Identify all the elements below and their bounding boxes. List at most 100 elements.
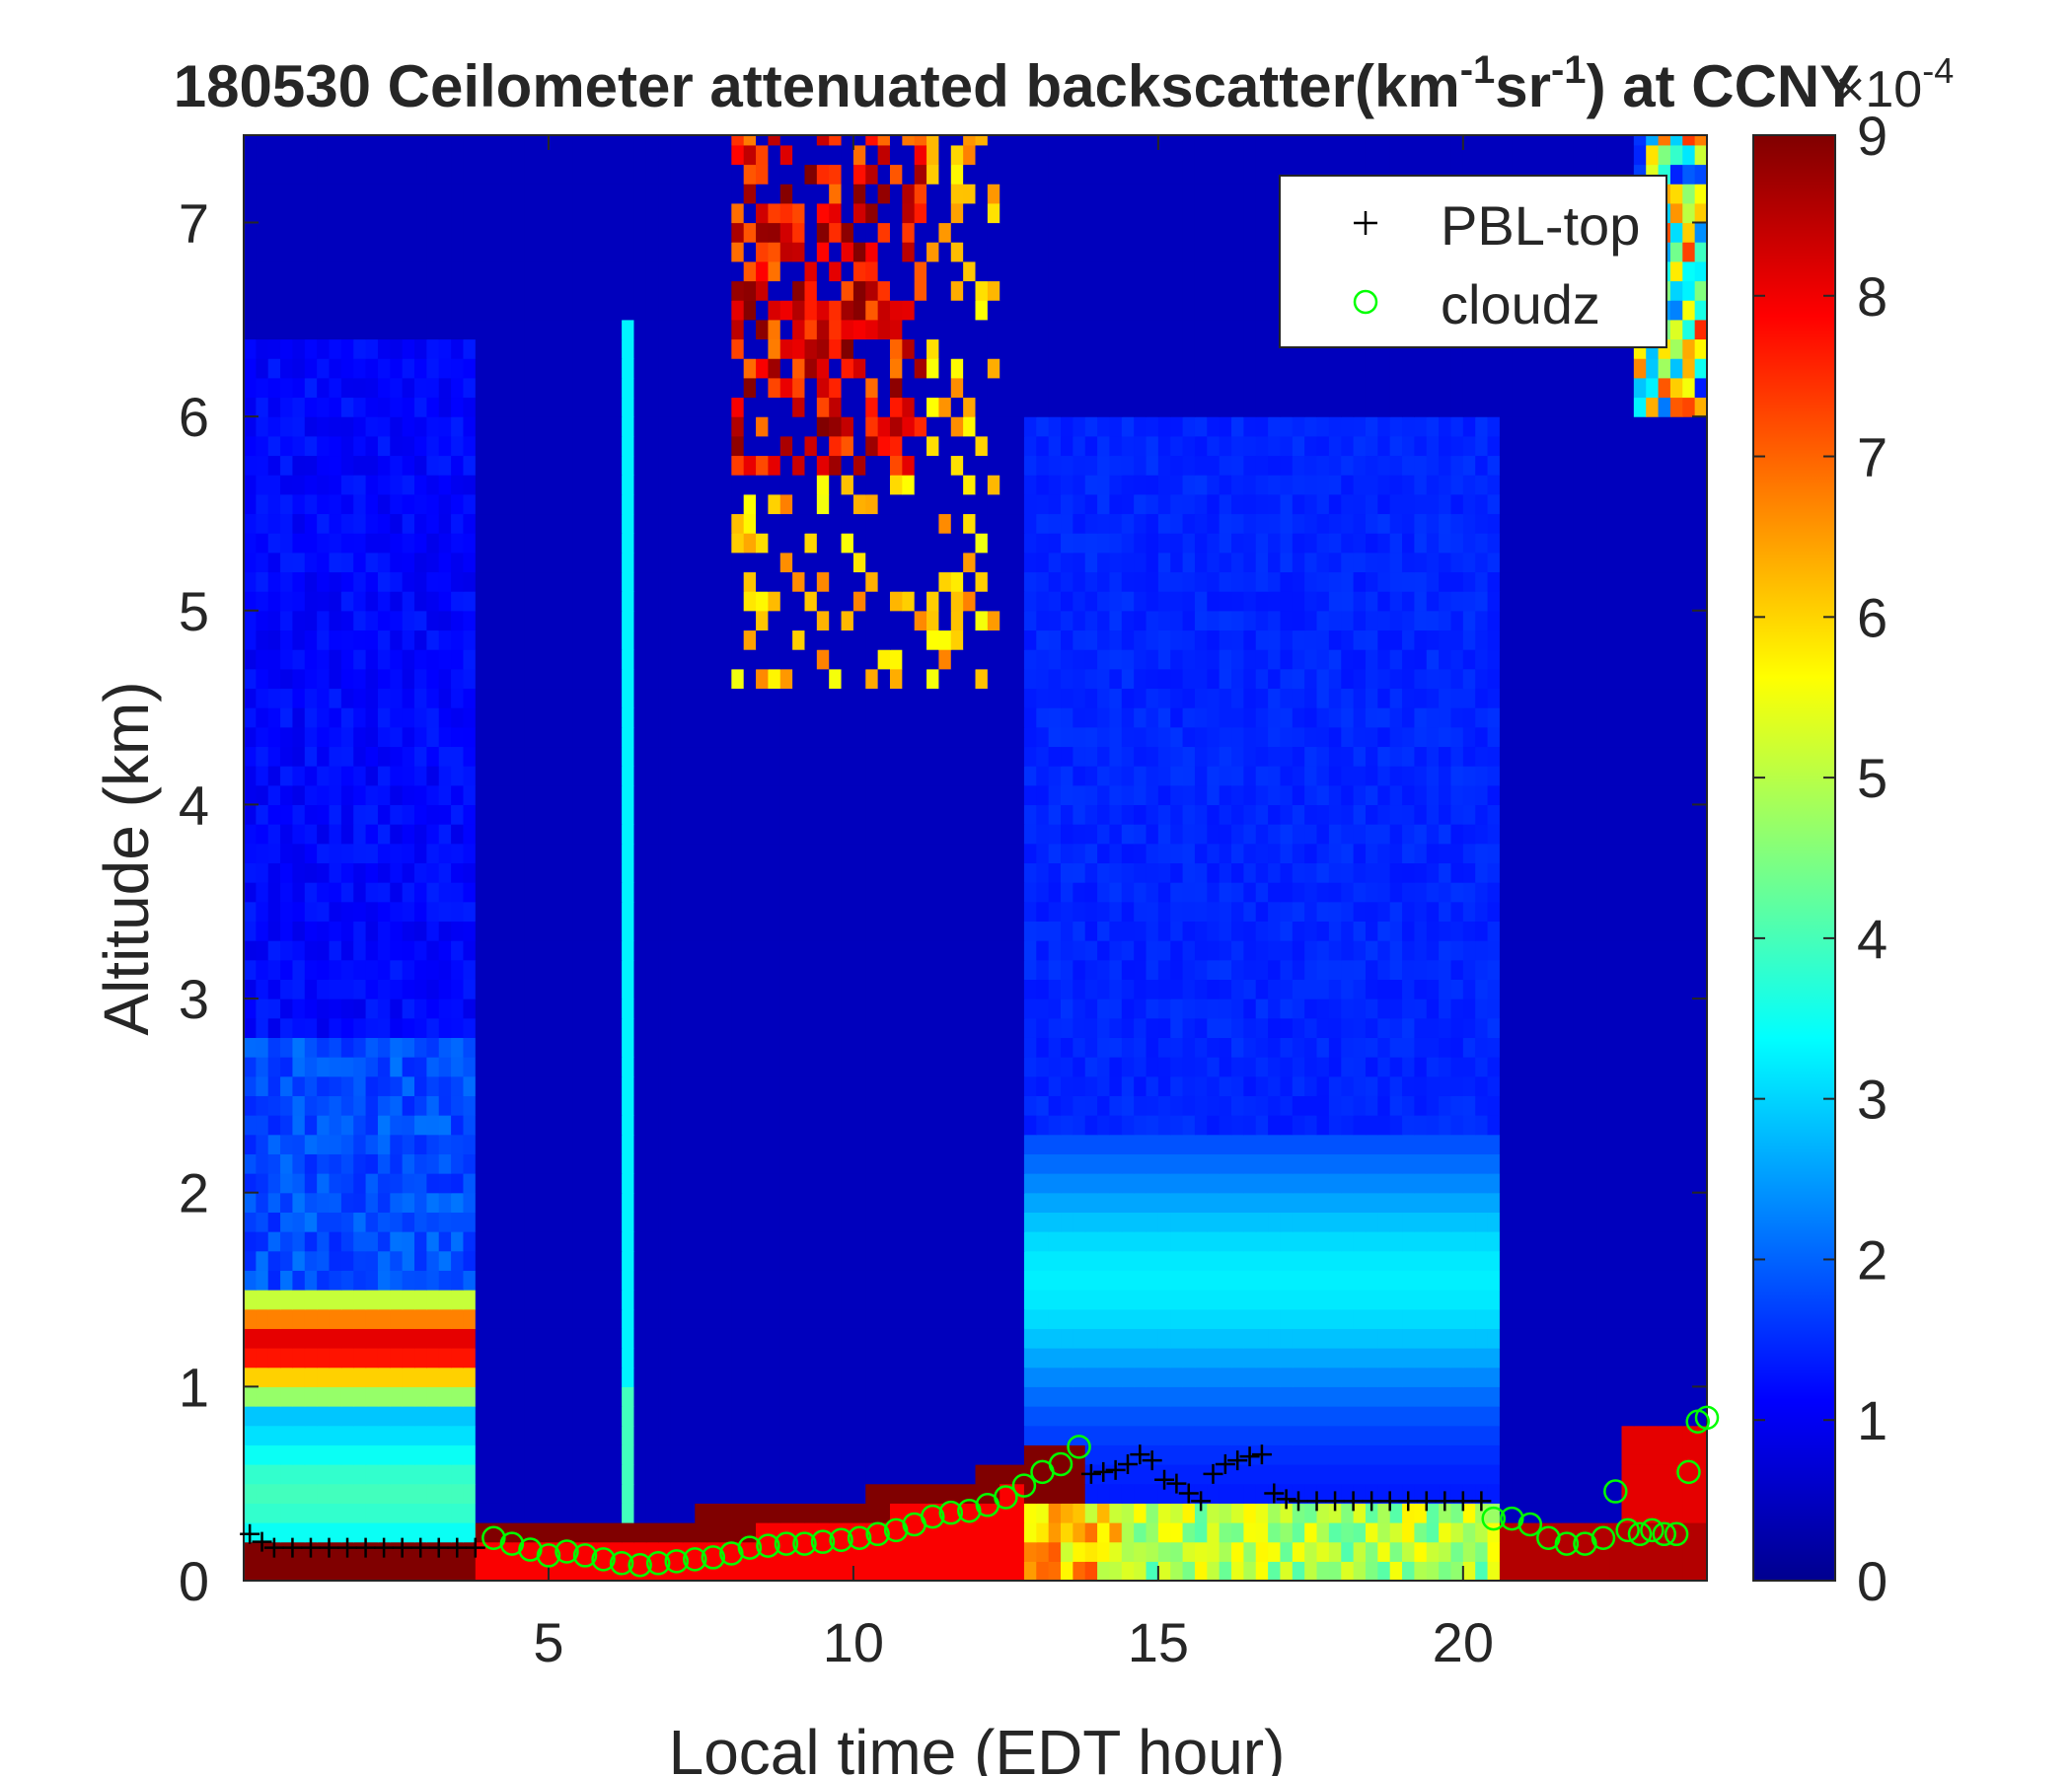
heatmap-cell (451, 921, 465, 941)
heatmap-cell (1596, 1386, 1610, 1407)
heatmap-cell (938, 824, 952, 845)
heatmap-cell (1036, 959, 1050, 980)
heatmap-cell (1560, 1173, 1574, 1194)
heatmap-cell (756, 824, 770, 845)
heatmap-cell (792, 959, 806, 980)
heatmap-cell (695, 999, 708, 1019)
heatmap-cell (340, 959, 354, 980)
heatmap-cell (1658, 1290, 1671, 1310)
heatmap-cell (658, 1503, 672, 1523)
heatmap-cell (792, 1095, 806, 1116)
heatmap-cell (865, 804, 879, 825)
heatmap-cell (975, 1037, 989, 1058)
heatmap-cell (950, 1075, 964, 1096)
heatmap-cell (1450, 1522, 1464, 1543)
heatmap-cell (487, 1308, 501, 1329)
heatmap-cell (706, 1348, 720, 1369)
heatmap-cell (463, 1173, 477, 1194)
heatmap-cell (499, 1444, 513, 1465)
heatmap-cell (340, 1308, 354, 1329)
heatmap-cell (1121, 1115, 1135, 1136)
heatmap-cell (1157, 1541, 1171, 1562)
heatmap-cell (1365, 843, 1378, 864)
heatmap-cell (609, 1017, 623, 1038)
heatmap-cell (1341, 921, 1355, 941)
heatmap-cell (1219, 1075, 1232, 1096)
heatmap-cell (1353, 1290, 1367, 1310)
heatmap-cell (1475, 1386, 1489, 1407)
heatmap-cell (1353, 1348, 1367, 1369)
heatmap-cell (975, 1212, 989, 1232)
heatmap-cell (597, 940, 611, 961)
heatmap-cell (609, 959, 623, 980)
heatmap-cell (1328, 1503, 1342, 1523)
heatmap-cell (1475, 1308, 1489, 1329)
heatmap-cell (536, 1115, 550, 1136)
heatmap-cell (1450, 921, 1464, 941)
heatmap-cell (1328, 979, 1342, 999)
heatmap-cell (585, 999, 598, 1019)
heatmap-cell (804, 1075, 818, 1096)
heatmap-cell (1341, 1250, 1355, 1271)
heatmap-cell (1048, 824, 1062, 845)
heatmap-cell (511, 1367, 525, 1387)
heatmap-cell (1377, 959, 1391, 980)
heatmap-cell (1061, 1308, 1073, 1329)
heatmap-cell (340, 999, 354, 1019)
heatmap-cell (1280, 1037, 1294, 1058)
heatmap-cell (1646, 940, 1660, 961)
heatmap-cell (1560, 1115, 1574, 1136)
heatmap-cell (804, 1483, 818, 1504)
heatmap-cell (1669, 1231, 1683, 1252)
heatmap-cell (1609, 921, 1623, 941)
heatmap-cell (1146, 1522, 1159, 1543)
heatmap-cell (1328, 1541, 1342, 1562)
heatmap-cell (963, 1017, 977, 1038)
heatmap-cell (1097, 882, 1111, 903)
heatmap-cell (670, 1503, 684, 1523)
heatmap-cell (852, 1231, 866, 1252)
heatmap-cell (1268, 1057, 1282, 1077)
heatmap-cell (1268, 824, 1282, 845)
heatmap-cell (731, 804, 745, 825)
heatmap-cell (402, 1270, 415, 1291)
heatmap-cell (768, 1270, 781, 1291)
heatmap-cell (1219, 1290, 1232, 1310)
heatmap-cell (1609, 1348, 1623, 1369)
heatmap-cell (829, 882, 843, 903)
heatmap-cell (1439, 1386, 1452, 1407)
heatmap-cell (1146, 784, 1159, 806)
heatmap-cell (865, 882, 879, 903)
heatmap-cell (1475, 999, 1489, 1019)
heatmap-cell (963, 862, 977, 883)
heatmap-cell (340, 1367, 354, 1387)
heatmap-cell (1414, 824, 1428, 845)
heatmap-cell (1353, 1250, 1367, 1271)
heatmap-cell (463, 1134, 477, 1154)
heatmap-cell (1669, 1017, 1683, 1038)
heatmap-cell (414, 1270, 427, 1291)
heatmap-cell (1341, 940, 1355, 961)
heatmap-cell (609, 1464, 623, 1485)
heatmap-cell (597, 1503, 611, 1523)
heatmap-cell (756, 882, 770, 903)
heatmap-cell (841, 1425, 854, 1445)
heatmap-cell (889, 1153, 903, 1174)
heatmap-cell (1512, 1348, 1525, 1369)
heatmap-cell (1646, 843, 1660, 864)
heatmap-cell (1439, 1037, 1452, 1058)
heatmap-cell (340, 843, 354, 864)
heatmap-cell (1377, 862, 1391, 883)
heatmap-cell (816, 1367, 830, 1387)
heatmap-cell (950, 1115, 964, 1136)
heatmap-cell (658, 1057, 672, 1077)
heatmap-cell (487, 1522, 501, 1543)
heatmap-cell (1402, 1250, 1415, 1271)
heatmap-cell (499, 921, 513, 941)
heatmap-cell (841, 1192, 854, 1213)
heatmap-cell (1596, 1541, 1610, 1562)
heatmap-cell (658, 1290, 672, 1310)
heatmap-cell (256, 784, 269, 806)
heatmap-cell (975, 1115, 989, 1136)
heatmap-cell (1414, 1250, 1428, 1271)
